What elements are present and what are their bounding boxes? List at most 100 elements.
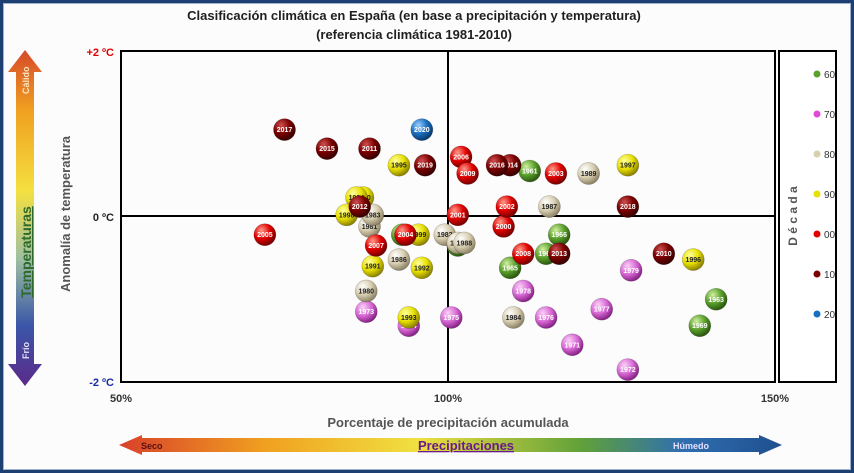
- point-label-1962: 1962: [538, 251, 554, 258]
- point-marker-2003: [544, 162, 568, 185]
- point-1971: 1971: [560, 333, 584, 357]
- point-marker-2007: [364, 234, 388, 257]
- point-label-1984: 1984: [506, 315, 522, 322]
- legend-marker-70: [813, 110, 821, 118]
- point-1973: 1973: [354, 300, 378, 323]
- point-marker-1992: [410, 256, 434, 280]
- point-marker-1977: [590, 297, 613, 321]
- legend-label-10: 10: [824, 270, 836, 281]
- legend-label-80: 80: [824, 150, 836, 161]
- point-label-1965: 1965: [502, 265, 518, 272]
- legend-marker-10: [813, 270, 821, 278]
- legend-label-70: 70: [824, 110, 836, 121]
- point-label-1975: 1975: [443, 315, 459, 322]
- point-marker-2012: [348, 195, 372, 218]
- point-label-1989: 1989: [581, 171, 597, 178]
- point-1997: 1997: [616, 153, 640, 177]
- point-1969: 1969: [688, 314, 712, 338]
- point-label-1979: 1979: [623, 268, 639, 275]
- legend: D é c a d a 60 70 80 90 00 10 20: [778, 50, 837, 383]
- point-marker-1980: [354, 279, 378, 303]
- point-2011: 2011: [358, 137, 381, 160]
- legend-title: D é c a d a: [786, 186, 800, 246]
- point-1986: 1986: [387, 248, 411, 271]
- point-marker-2004: [394, 223, 417, 247]
- point-1979: 1979: [619, 258, 643, 282]
- point-label-2005: 2005: [257, 232, 273, 239]
- point-label-1973: 1973: [358, 309, 374, 316]
- point-marker-2005: [253, 223, 277, 247]
- point-marker-1997: [616, 153, 640, 177]
- point-1978: 1978: [511, 279, 535, 303]
- point-1965: 1965: [498, 256, 522, 280]
- point-1980: 1980: [354, 279, 378, 303]
- point-marker-2020: [410, 118, 434, 141]
- point-marker-1978: [511, 279, 535, 303]
- chart-frame: Clasificación climática en España (en ba…: [3, 3, 851, 470]
- point-marker-1988: [453, 231, 476, 255]
- x-axis-title: Porcentaje de precipitación acumulada: [327, 415, 569, 430]
- point-2015: 2015: [315, 137, 339, 160]
- point-label-2020: 2020: [414, 127, 430, 134]
- point-label-2018: 2018: [620, 204, 636, 211]
- point-label-1982: 1982: [437, 232, 453, 239]
- point-1992: 1992: [410, 256, 434, 280]
- point-marker-1987: [538, 195, 561, 218]
- x-tick-min: 50%: [110, 393, 132, 405]
- point-2012: 2012: [348, 195, 372, 218]
- point-2020: 2020: [410, 118, 434, 141]
- precipitation-axis-title: Precipitaciones: [418, 438, 514, 453]
- point-marker-1969: [688, 314, 712, 338]
- point-label-2003: 2003: [548, 171, 564, 178]
- legend-marker-90: [813, 190, 821, 198]
- point-2002: 2002: [495, 195, 519, 218]
- point-label-2006: 2006: [453, 154, 469, 161]
- point-label-2010: 2010: [656, 251, 672, 258]
- point-1963: 1963: [704, 287, 728, 311]
- point-label-1969: 1969: [692, 323, 708, 330]
- point-1991: 1991: [361, 254, 385, 278]
- point-marker-2019: [413, 153, 437, 177]
- warm-label: Cálido: [21, 66, 31, 94]
- chart-subtitle: (referencia climática 1981-2010): [316, 27, 512, 42]
- x-tick-mid: 100%: [434, 393, 462, 405]
- point-2003: 2003: [544, 162, 568, 185]
- point-label-2011: 2011: [362, 146, 377, 153]
- point-label-1993: 1993: [401, 315, 417, 322]
- point-1976: 1976: [534, 306, 558, 329]
- point-label-1981: 1981: [362, 224, 378, 231]
- x-tick-max: 150%: [761, 393, 789, 405]
- legend-marker-20: [813, 310, 821, 318]
- point-label-2004: 2004: [398, 232, 414, 239]
- point-label-1983: 1983: [365, 212, 381, 219]
- point-1972: 1972: [616, 358, 640, 381]
- point-2009: 2009: [456, 162, 479, 185]
- humid-label: Húmedo: [673, 441, 710, 451]
- point-label-1977: 1977: [594, 307, 610, 314]
- point-1966: 1966: [547, 223, 571, 247]
- point-1961: 1961: [518, 159, 542, 183]
- point-label-1961: 1961: [522, 168, 538, 175]
- legend-label-20: 20: [824, 310, 836, 321]
- point-label-1998: 1998: [339, 212, 355, 219]
- legend-label-90: 90: [824, 190, 836, 201]
- point-marker-1993: [397, 306, 421, 329]
- point-label-1992: 1992: [414, 265, 430, 272]
- temperature-axis-title: Temperaturas: [18, 206, 34, 298]
- point-marker-2018: [616, 195, 640, 218]
- point-2018: 2018: [616, 195, 640, 218]
- point-1989: 1989: [577, 162, 600, 185]
- point-marker-2011: [358, 137, 381, 160]
- point-label-2002: 2002: [499, 204, 515, 211]
- cold-label: Frío: [21, 341, 31, 359]
- point-label-2019: 2019: [417, 163, 433, 170]
- point-2008: 2008: [511, 242, 535, 266]
- point-label-1995: 1995: [391, 163, 407, 170]
- legend-marker-00: [813, 230, 821, 238]
- legend-marker-60: [813, 70, 821, 78]
- point-1995: 1995: [387, 153, 411, 177]
- point-2016: 2016: [485, 153, 509, 177]
- point-marker-2017: [273, 118, 296, 141]
- point-label-2008: 2008: [515, 251, 531, 258]
- point-1988: 1988: [453, 231, 476, 255]
